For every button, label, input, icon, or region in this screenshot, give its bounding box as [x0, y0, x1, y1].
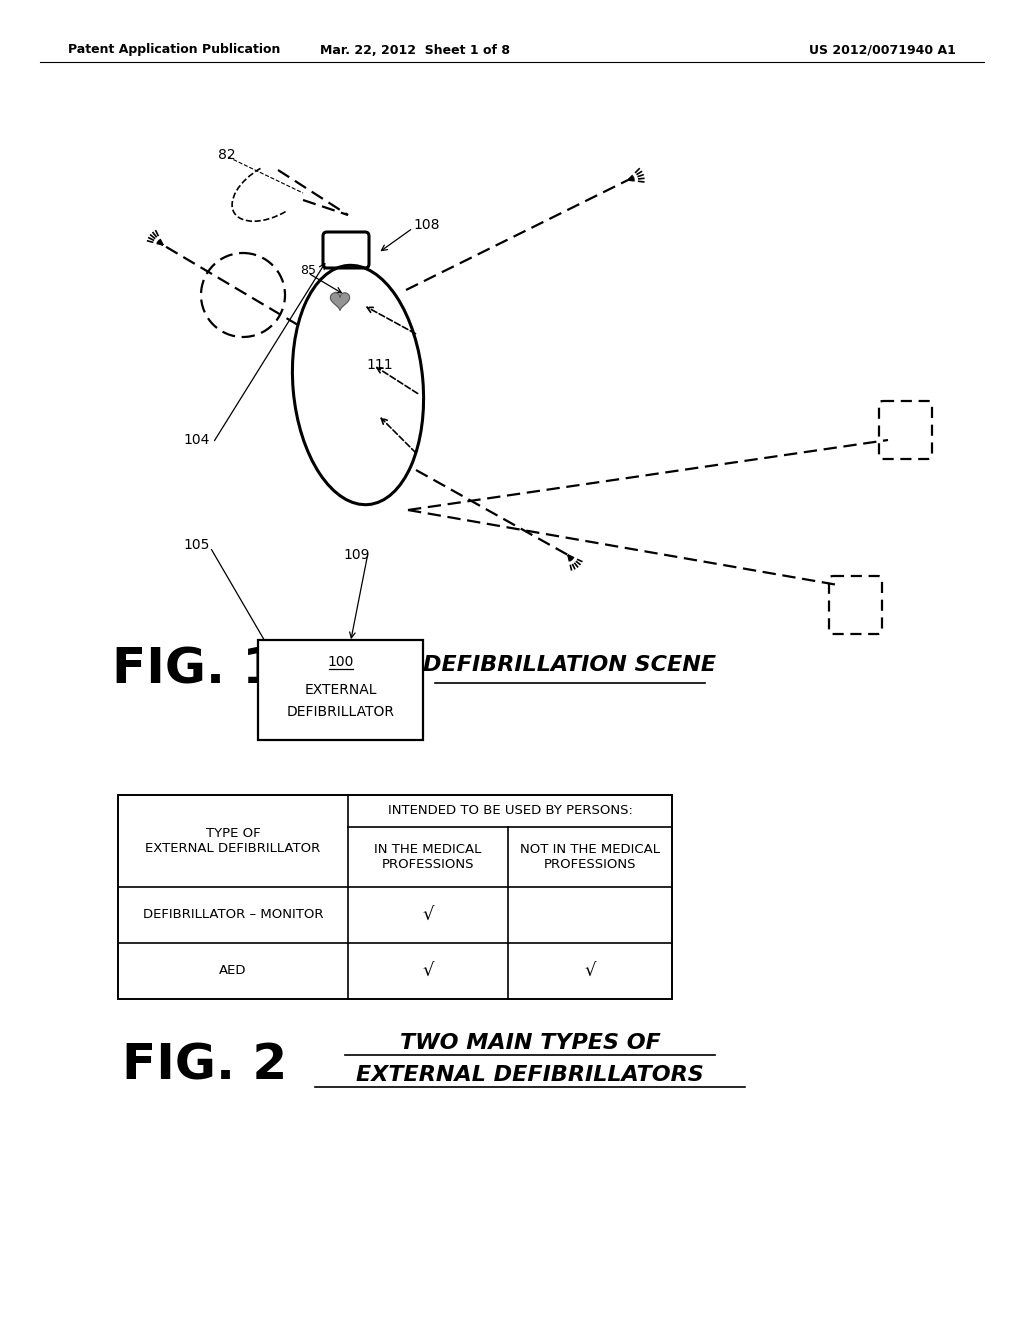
- Text: DEFIBRILLATOR – MONITOR: DEFIBRILLATOR – MONITOR: [142, 908, 324, 921]
- Text: AED: AED: [219, 965, 247, 978]
- Text: DEFIBRILLATOR: DEFIBRILLATOR: [287, 705, 394, 719]
- Text: Mar. 22, 2012  Sheet 1 of 8: Mar. 22, 2012 Sheet 1 of 8: [319, 44, 510, 57]
- Text: TYPE OF
EXTERNAL DEFIBRILLATOR: TYPE OF EXTERNAL DEFIBRILLATOR: [145, 828, 321, 855]
- Text: FIG. 2: FIG. 2: [123, 1041, 288, 1089]
- Text: INTENDED TO BE USED BY PERSONS:: INTENDED TO BE USED BY PERSONS:: [387, 804, 633, 817]
- Text: EXTERNAL DEFIBRILLATORS: EXTERNAL DEFIBRILLATORS: [356, 1065, 703, 1085]
- Text: √: √: [585, 962, 596, 979]
- Text: 85: 85: [300, 264, 316, 276]
- Text: EXTERNAL: EXTERNAL: [304, 682, 377, 697]
- Text: NOT IN THE MEDICAL
PROFESSIONS: NOT IN THE MEDICAL PROFESSIONS: [520, 843, 660, 871]
- Text: US 2012/0071940 A1: US 2012/0071940 A1: [809, 44, 956, 57]
- Text: TWO MAIN TYPES OF: TWO MAIN TYPES OF: [399, 1034, 660, 1053]
- Text: 109: 109: [343, 548, 370, 562]
- Text: 104: 104: [183, 433, 209, 447]
- Text: 82: 82: [218, 148, 236, 162]
- Text: 108: 108: [413, 218, 439, 232]
- Text: 105: 105: [183, 539, 209, 552]
- Text: 111: 111: [366, 358, 392, 372]
- Text: FIG. 1: FIG. 1: [113, 645, 278, 694]
- Text: √: √: [422, 962, 434, 979]
- Text: DEFIBRILLATION SCENE: DEFIBRILLATION SCENE: [424, 655, 717, 675]
- Text: IN THE MEDICAL
PROFESSIONS: IN THE MEDICAL PROFESSIONS: [375, 843, 481, 871]
- Text: √: √: [422, 906, 434, 924]
- Text: 100: 100: [328, 655, 353, 669]
- Text: Patent Application Publication: Patent Application Publication: [68, 44, 281, 57]
- Bar: [258, 640, 423, 741]
- Bar: [118, 795, 672, 999]
- Polygon shape: [331, 293, 349, 310]
